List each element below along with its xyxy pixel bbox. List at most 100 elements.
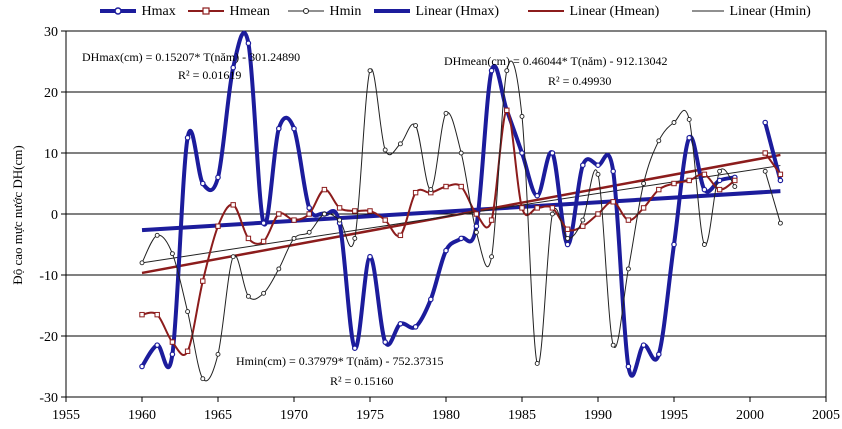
point-hmean [762, 150, 768, 156]
legend-item-hmean: Hmean [186, 2, 270, 22]
point-hmean [458, 183, 464, 190]
point-hmean [504, 107, 510, 113]
point-hmax [579, 162, 586, 169]
annotation-hmean-r2: R² = 0.49930 [548, 74, 612, 88]
point-hmean [200, 278, 206, 284]
series-lines [140, 31, 783, 382]
legend-swatch-hmean [188, 7, 224, 15]
series-line-hmean [141, 109, 736, 356]
point-hmin [549, 211, 555, 217]
annotation-hmin-r2: R² = 0.15160 [330, 374, 394, 388]
point-hmean [488, 217, 495, 223]
point-hmax [215, 174, 221, 181]
point-hmin [397, 141, 403, 147]
point-hmean [701, 171, 708, 178]
point-hmax [200, 180, 206, 187]
point-hmean [519, 205, 525, 211]
point-hmin [686, 116, 692, 122]
point-hmin [230, 254, 236, 260]
point-hmean [656, 186, 662, 193]
point-hmax [701, 186, 708, 193]
point-hmean [671, 180, 677, 187]
point-hmax [488, 67, 495, 74]
point-hmean [352, 208, 358, 214]
point-hmax [291, 125, 297, 132]
y-tick-label: -20 [39, 330, 58, 345]
point-hmax [230, 64, 237, 71]
y-tick-labels: -30 -20 -10 0 10 20 30 [39, 25, 58, 406]
point-hmin [245, 293, 251, 299]
point-hmax [184, 134, 191, 141]
point-hmax [306, 205, 313, 211]
point-hmean [595, 211, 601, 217]
y-tick-label: 20 [44, 86, 58, 101]
point-hmax [610, 168, 617, 175]
point-hmean [777, 171, 784, 178]
point-hmin [352, 235, 358, 241]
point-hmin [671, 120, 677, 125]
legend-swatch-linear-hmax [374, 9, 410, 13]
point-hmin [701, 242, 707, 247]
annotation-hmax-r2: R² = 0.01619 [178, 68, 242, 82]
point-hmin [625, 266, 631, 272]
point-hmin [367, 68, 373, 74]
series-line-hmax [763, 120, 783, 183]
point-hmean [139, 311, 145, 318]
y-tick-label: -10 [39, 269, 58, 284]
point-hmean [473, 211, 480, 217]
annotation-hmax-equation: DHmax(cm) = 0.15207* T(năm) - 301.24890 [82, 50, 301, 64]
point-hmin [139, 260, 145, 266]
point-hmax [549, 150, 556, 156]
point-hmean [245, 235, 252, 242]
point-hmean [260, 238, 267, 245]
point-hmax [640, 342, 647, 348]
point-hmin [200, 376, 206, 382]
point-hmin [291, 235, 297, 241]
point-hmin [413, 123, 419, 129]
x-tick-label: 1965 [204, 408, 232, 423]
annotation-hmin-equation: Hmin(cm) = 0.37979* T(năm) - 752.37315 [236, 354, 444, 368]
point-hmean [716, 186, 723, 193]
point-hmax [245, 40, 252, 47]
point-hmax [686, 134, 693, 141]
point-hmin [656, 138, 662, 144]
legend: Hmax Hmean Hmin Linear (Hmax) Linear (Hm… [0, 0, 842, 24]
point-hmean [443, 183, 449, 190]
legend-item-hmax: Hmax [98, 2, 176, 22]
x-tick-label: 1995 [660, 408, 688, 423]
point-hmin [321, 211, 327, 217]
point-hmax [716, 177, 723, 184]
point-hmean [549, 205, 556, 211]
x-tick-label: 2005 [812, 408, 840, 423]
point-hmin [717, 168, 723, 174]
point-hmin [641, 181, 647, 186]
trend-line-linear-hmax [141, 189, 781, 233]
point-hmax [534, 192, 541, 199]
point-hmax [275, 125, 282, 132]
point-hmin [306, 229, 312, 235]
point-hmax [169, 351, 176, 358]
legend-label-linear-hmax: Linear (Hmax) [415, 4, 500, 20]
legend-label-linear-hmean: Linear (Hmean) [569, 4, 660, 20]
point-hmin [489, 254, 495, 260]
point-hmax [519, 150, 525, 156]
point-hmax [412, 324, 419, 330]
y-tick-label: -30 [39, 391, 58, 406]
axes [61, 30, 827, 402]
y-tick-label: 10 [44, 147, 58, 162]
point-hmin [519, 113, 525, 119]
point-hmin [777, 220, 783, 226]
point-hmean [732, 177, 738, 184]
x-tick-label: 1960 [128, 408, 156, 423]
point-hmin [215, 351, 221, 357]
legend-label-hmin: Hmin [329, 4, 362, 20]
x-tick-label: 1985 [508, 408, 536, 423]
x-tick-label: 1975 [356, 408, 384, 423]
point-hmean [412, 189, 419, 196]
point-hmin [276, 266, 282, 272]
series-line-hmin [141, 60, 736, 382]
point-hmax [595, 162, 601, 169]
point-hmax [458, 235, 465, 242]
legend-label-linear-hmin: Linear (Hmin) [729, 4, 811, 20]
